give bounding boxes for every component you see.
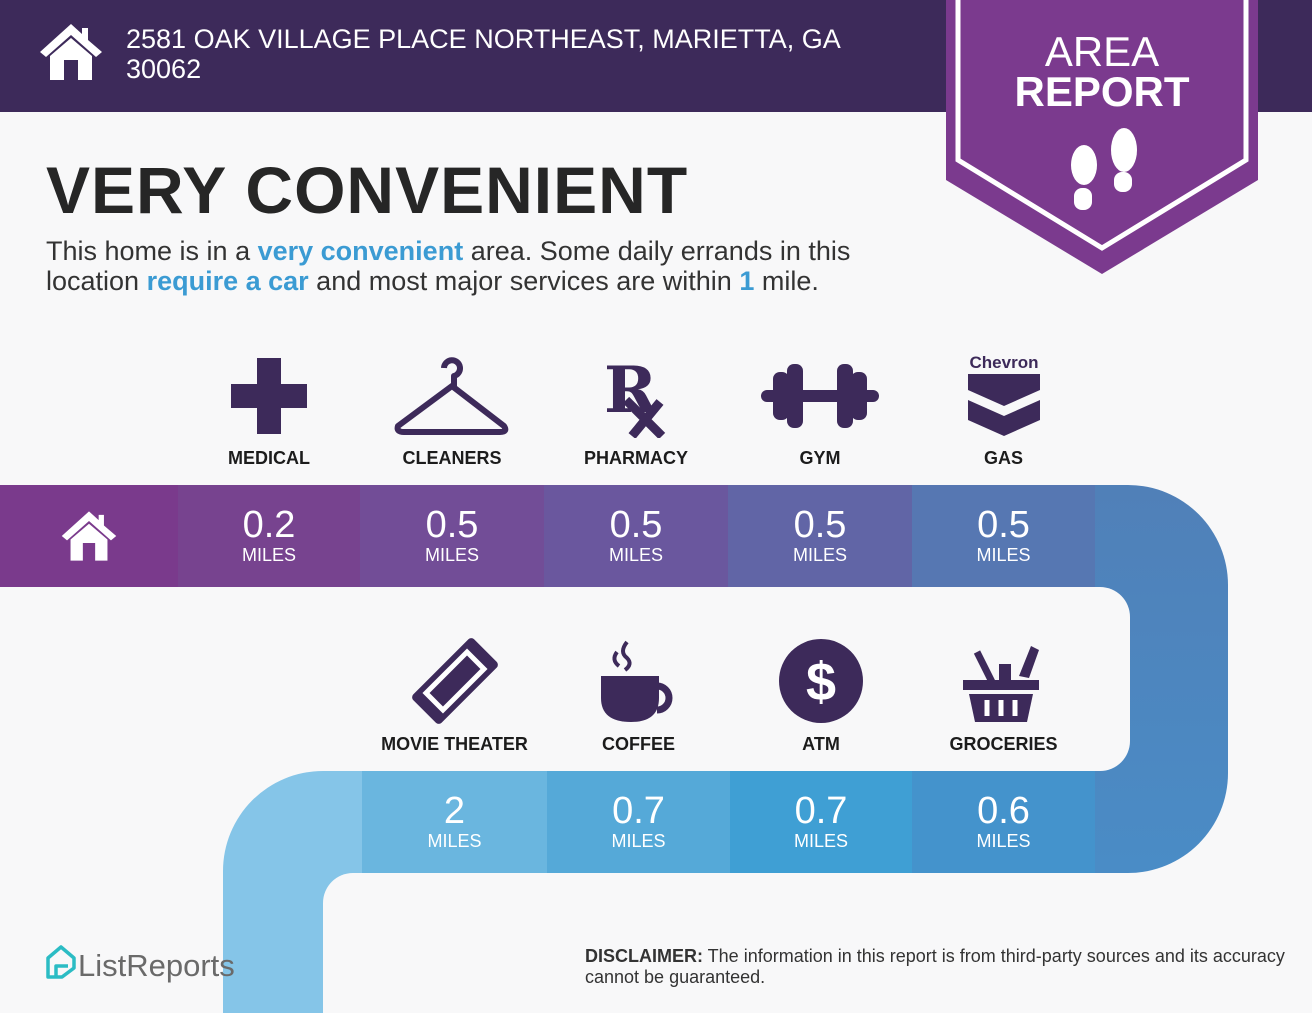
disclaimer-text: The information in this report is from t…	[585, 946, 1285, 987]
logo-text: ListReports	[78, 948, 235, 983]
svg-text:$: $	[806, 652, 836, 712]
distance-unit: MILES	[424, 545, 480, 565]
listreports-logo: ListReports	[44, 944, 235, 984]
distance-cell: 0.5 MILES	[728, 485, 912, 587]
distance-unit: MILES	[976, 831, 1031, 851]
home-icon	[40, 24, 102, 80]
home-icon	[61, 511, 117, 561]
amenity-gym: GYM	[728, 352, 912, 469]
medical-cross-icon	[177, 352, 361, 438]
dumbbell-icon	[728, 352, 912, 438]
amenity-pharmacy: R PHARMACY	[544, 352, 728, 469]
distance-cell: 2 MILES	[362, 771, 547, 873]
distance-value: 0.2	[242, 504, 296, 546]
distance-value: 0.5	[793, 504, 847, 546]
path-gap	[0, 587, 1130, 771]
distance-value: 0.7	[612, 790, 665, 832]
amenity-label: GYM	[799, 448, 841, 468]
listreports-logo-icon	[46, 945, 76, 979]
distance-unit: MILES	[608, 545, 664, 565]
amenity-movie-theater: MOVIE THEATER	[363, 638, 547, 755]
amenity-label: COFFEE	[601, 734, 675, 754]
grocery-basket-icon	[912, 638, 1096, 724]
path-gap-bottom	[323, 873, 443, 1013]
distance-cell: 0.5 MILES	[360, 485, 544, 587]
distance-value: 2	[443, 790, 466, 832]
area-report-badge	[946, 0, 1258, 274]
distance-unit: MILES	[793, 831, 849, 851]
desc-text: This home is in a	[46, 236, 258, 266]
rx-icon: R	[544, 352, 728, 438]
distance-cell: 0.2 MILES	[178, 485, 360, 587]
disclaimer-label: DISCLAIMER:	[585, 946, 703, 966]
desc-text: and most major services are within	[308, 266, 740, 296]
distance-cell: 0.7 MILES	[547, 771, 730, 873]
chevron-logo-icon: Chevron	[912, 352, 1096, 438]
amenity-label: CLEANERS	[402, 448, 502, 468]
home-start-cell	[0, 485, 178, 587]
property-address: 2581 OAK VILLAGE PLACE NORTHEAST, MARIET…	[126, 24, 840, 84]
amenity-label: MEDICAL	[228, 448, 310, 468]
distance-cell: 0.5 MILES	[544, 485, 728, 587]
distance-value: 0.7	[794, 790, 848, 832]
distance-value: 0.5	[425, 504, 479, 546]
amenity-gas: Chevron GAS	[912, 352, 1096, 469]
desc-highlight: require a car	[146, 266, 309, 296]
amenity-medical: MEDICAL	[177, 352, 361, 469]
rating-description: This home is in a very convenient area. …	[46, 236, 946, 296]
badge-line1: AREA	[1044, 28, 1160, 75]
amenity-label: PHARMACY	[583, 448, 688, 468]
distance-value: 0.5	[609, 504, 663, 546]
coffee-cup-icon	[547, 638, 731, 724]
distance-unit: MILES	[241, 545, 297, 565]
distance-unit: MILES	[611, 831, 666, 851]
distance-value: 0.5	[977, 504, 1030, 546]
distance-value: 0.6	[977, 790, 1030, 832]
distance-unit: MILES	[976, 545, 1031, 565]
rating-title: VERY CONVENIENT	[46, 153, 689, 227]
disclaimer: DISCLAIMER: The information in this repo…	[585, 946, 1285, 988]
amenity-cleaners: CLEANERS	[360, 352, 544, 469]
desc-highlight: 1	[739, 266, 755, 296]
badge-line2: REPORT	[1014, 68, 1190, 115]
desc-text: area. Some daily errands in this locatio…	[46, 236, 851, 296]
amenity-coffee: COFFEE	[547, 638, 731, 755]
distance-unit: MILES	[427, 831, 482, 851]
desc-highlight: very convenient	[257, 236, 464, 266]
svg-text:Chevron: Chevron	[969, 354, 1038, 372]
distance-cell: 0.6 MILES	[912, 771, 1095, 873]
amenity-label: GAS	[983, 448, 1023, 468]
desc-text: mile.	[754, 266, 819, 296]
amenity-groceries: GROCERIES	[912, 638, 1096, 755]
badge-title: AREA REPORT	[946, 28, 1258, 115]
distance-unit: MILES	[792, 545, 848, 565]
distance-cell: 0.7 MILES	[730, 771, 912, 873]
amenity-atm: $ ATM	[729, 638, 913, 755]
distance-cell: 0.5 MILES	[912, 485, 1095, 587]
amenity-label: MOVIE THEATER	[381, 734, 528, 754]
footprints-icon	[1071, 128, 1137, 210]
dollar-icon: $	[729, 638, 913, 724]
amenity-label: ATM	[802, 734, 840, 754]
amenity-label: GROCERIES	[949, 734, 1058, 754]
hanger-icon	[360, 352, 544, 438]
ticket-icon	[363, 638, 547, 724]
